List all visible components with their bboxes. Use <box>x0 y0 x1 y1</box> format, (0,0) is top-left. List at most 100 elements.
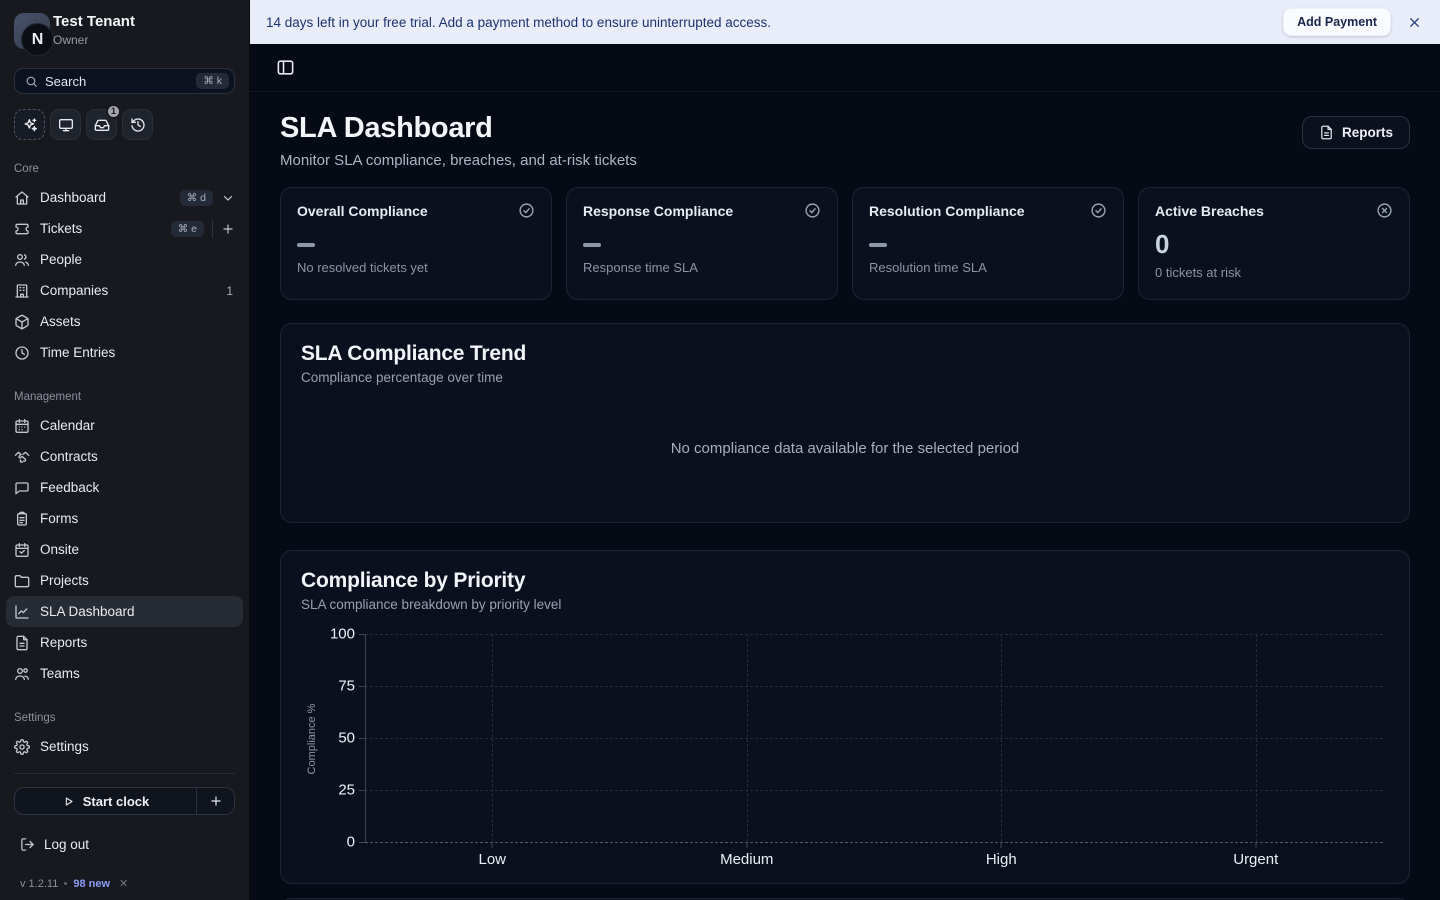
inbox-button[interactable]: 1 <box>86 104 121 140</box>
sidebar-item-sla-dashboard[interactable]: SLA Dashboard <box>6 596 243 627</box>
chart-plot-area: Low Medium High Urgent <box>359 634 1383 868</box>
stat-value-empty <box>869 243 887 247</box>
x-circle-icon <box>1376 202 1393 219</box>
sidebar: N Test Tenant Owner Search ⌘ k 1 Core Das… <box>0 0 250 900</box>
check-circle-icon <box>518 202 535 219</box>
stat-value-empty <box>583 243 601 247</box>
priority-bar-chart: Low Medium High Urgent 0 25 50 75 100 Compliance … <box>301 626 1389 874</box>
count-badge: 1 <box>226 283 233 298</box>
gridline-y-100 <box>365 634 1383 635</box>
version-row: v 1.2.11 98 new ✕ <box>20 877 229 891</box>
banner-close-icon[interactable] <box>1407 15 1422 30</box>
x-category-label: Medium <box>720 851 774 868</box>
start-clock-button[interactable]: Start clock <box>15 788 197 814</box>
y-axis-title: Compliance % <box>306 703 318 775</box>
sidebar-item-dashboard[interactable]: Dashboard ⌘ d <box>6 182 243 213</box>
stat-title: Resolution Compliance <box>869 202 1025 219</box>
folder-icon <box>14 573 30 589</box>
priority-card-title: Compliance by Priority <box>301 569 526 592</box>
history-button[interactable] <box>122 109 153 140</box>
tick-mark <box>359 738 365 739</box>
trial-banner-text: 14 days left in your free trial. Add a p… <box>266 14 772 30</box>
dismiss-whats-new-icon[interactable]: ✕ <box>119 878 129 890</box>
sidebar-item-label: Tickets <box>40 221 83 236</box>
sidebar-item-projects[interactable]: Projects <box>6 565 243 596</box>
ticket-icon <box>14 221 30 237</box>
search-placeholder: Search <box>45 73 87 89</box>
sidebar-item-settings[interactable]: Settings <box>6 731 243 762</box>
history-icon <box>130 117 146 133</box>
handshake-icon <box>14 449 30 465</box>
dot-separator <box>64 882 68 885</box>
item-right-controls: ⌘ d <box>179 189 235 206</box>
calendar-icon <box>14 418 30 434</box>
logout-label: Log out <box>44 837 90 852</box>
reports-button-label: Reports <box>1341 125 1393 140</box>
sidebar-item-time-entries[interactable]: Time Entries <box>6 337 243 368</box>
sidebar-item-label: People <box>40 252 83 267</box>
gridline-y-75 <box>365 686 1383 687</box>
sidebar-item-companies[interactable]: Companies 1 <box>6 275 243 306</box>
clock-icon <box>14 345 30 361</box>
gridline-x-medium <box>746 634 748 842</box>
whats-new-link[interactable]: 98 new <box>73 877 111 890</box>
section-label-core: Core <box>14 163 39 175</box>
sidebar-item-tickets[interactable]: Tickets ⌘ e <box>6 213 243 244</box>
search-input[interactable]: Search ⌘ k <box>14 68 235 94</box>
sidebar-item-people[interactable]: People <box>6 244 243 275</box>
sidebar-item-label: Calendar <box>40 418 95 433</box>
search-icon <box>25 75 38 88</box>
sparkles-button[interactable] <box>14 109 45 140</box>
sidebar-item-reports[interactable]: Reports <box>6 627 243 658</box>
plus-icon <box>221 222 235 236</box>
stat-card-active-breaches: Active Breaches 0 0 tickets at risk <box>1138 187 1410 300</box>
trial-banner: 14 days left in your free trial. Add a p… <box>250 0 1440 44</box>
section-label-settings: Settings <box>14 712 56 724</box>
sidebar-item-teams[interactable]: Teams <box>6 658 243 689</box>
page-title: SLA Dashboard <box>280 112 493 144</box>
stat-card-overall-compliance: Overall Compliance No resolved tickets ye… <box>280 187 552 300</box>
logout-icon <box>20 837 35 852</box>
sidebar-item-label: Teams <box>40 666 80 681</box>
monitor-button[interactable] <box>50 109 81 140</box>
sidebar-toggle-button[interactable] <box>276 58 295 77</box>
sidebar-item-onsite[interactable]: Onsite <box>6 534 243 565</box>
sidebar-item-label: Feedback <box>40 480 100 495</box>
add-payment-button[interactable]: Add Payment <box>1283 8 1391 36</box>
reports-button[interactable]: Reports <box>1301 116 1410 149</box>
stat-subtitle: 0 tickets at risk <box>1155 265 1241 280</box>
add-ticket-button[interactable] <box>221 222 235 236</box>
tick-mark <box>746 842 748 848</box>
stat-title: Active Breaches <box>1155 202 1264 219</box>
expand-button[interactable] <box>221 191 235 205</box>
home-icon <box>14 190 30 206</box>
sidebar-item-feedback[interactable]: Feedback <box>6 472 243 503</box>
compliance-by-priority-card: Compliance by Priority SLA compliance br… <box>280 550 1410 884</box>
sidebar-item-forms[interactable]: Forms <box>6 503 243 534</box>
plus-icon <box>209 794 223 808</box>
logout-button[interactable]: Log out <box>20 837 229 852</box>
add-time-entry-button[interactable] <box>197 788 234 814</box>
tick-mark <box>359 842 365 843</box>
stat-card-header: Active Breaches <box>1155 202 1393 219</box>
stat-value: 0 <box>1155 229 1170 259</box>
section-label-management: Management <box>14 391 82 403</box>
tick-mark <box>1000 842 1002 848</box>
page-subtitle: Monitor SLA compliance, breaches, and at… <box>280 152 637 169</box>
page-content: SLA Dashboard Monitor SLA compliance, br… <box>250 92 1440 900</box>
top-toolbar <box>250 44 1440 92</box>
sidebar-item-contracts[interactable]: Contracts <box>6 441 243 472</box>
sla-trend-card: SLA Compliance Trend Compliance percenta… <box>280 323 1410 523</box>
x-category-label: Urgent <box>1233 851 1279 868</box>
stats-row: Overall Compliance No resolved tickets ye… <box>280 187 1410 300</box>
version-label: v 1.2.11 <box>20 877 59 890</box>
sidebar-item-label: Onsite <box>40 542 80 557</box>
sidebar-item-label: Settings <box>40 739 89 754</box>
divider <box>14 773 235 774</box>
sidebar-item-label: Dashboard <box>40 190 107 205</box>
sidebar-item-calendar[interactable]: Calendar <box>6 410 243 441</box>
calendar-check-icon <box>14 542 30 558</box>
stat-card-header: Response Compliance <box>583 202 821 219</box>
sidebar-item-assets[interactable]: Assets <box>6 306 243 337</box>
tenant-switcher[interactable]: N Test Tenant Owner <box>0 0 249 56</box>
